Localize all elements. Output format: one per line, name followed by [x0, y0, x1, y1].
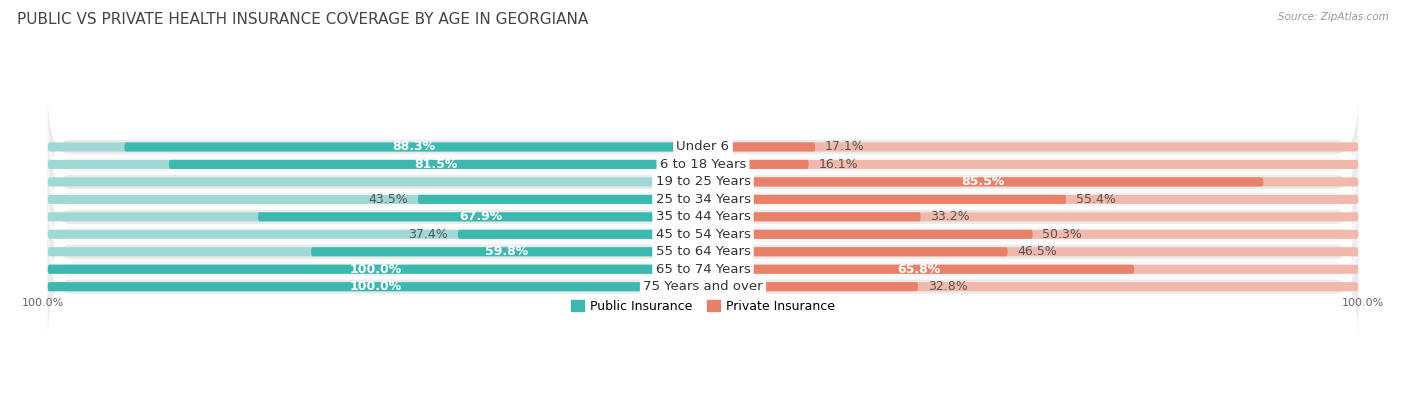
FancyBboxPatch shape — [124, 142, 703, 152]
Text: 55.4%: 55.4% — [1076, 193, 1116, 206]
Text: 100.0%: 100.0% — [349, 280, 402, 293]
FancyBboxPatch shape — [703, 160, 1358, 169]
FancyBboxPatch shape — [703, 265, 1358, 274]
Text: 37.4%: 37.4% — [408, 228, 449, 241]
Text: 33.2%: 33.2% — [931, 210, 970, 223]
FancyBboxPatch shape — [259, 212, 703, 221]
Text: 100.0%: 100.0% — [21, 298, 63, 308]
FancyBboxPatch shape — [703, 177, 1263, 186]
Text: 59.8%: 59.8% — [485, 245, 529, 258]
FancyBboxPatch shape — [703, 265, 1135, 274]
Text: 85.5%: 85.5% — [962, 176, 1005, 188]
FancyBboxPatch shape — [48, 163, 1358, 271]
Text: 32.8%: 32.8% — [928, 280, 967, 293]
FancyBboxPatch shape — [703, 212, 1358, 221]
Text: 6 to 18 Years: 6 to 18 Years — [659, 158, 747, 171]
Legend: Public Insurance, Private Insurance: Public Insurance, Private Insurance — [567, 295, 839, 318]
Text: 81.5%: 81.5% — [415, 158, 458, 171]
FancyBboxPatch shape — [703, 230, 1358, 239]
Text: 35 to 44 Years: 35 to 44 Years — [655, 210, 751, 223]
FancyBboxPatch shape — [48, 230, 703, 239]
Text: 46.5%: 46.5% — [1018, 245, 1057, 258]
FancyBboxPatch shape — [48, 145, 1358, 253]
FancyBboxPatch shape — [48, 265, 703, 274]
FancyBboxPatch shape — [703, 195, 1358, 204]
FancyBboxPatch shape — [48, 177, 703, 186]
FancyBboxPatch shape — [458, 230, 703, 239]
Text: 25 to 34 Years: 25 to 34 Years — [655, 193, 751, 206]
Text: 43.5%: 43.5% — [368, 193, 408, 206]
FancyBboxPatch shape — [48, 212, 703, 221]
FancyBboxPatch shape — [418, 195, 703, 204]
Text: 50.3%: 50.3% — [1042, 228, 1083, 241]
FancyBboxPatch shape — [703, 195, 1066, 204]
FancyBboxPatch shape — [48, 160, 703, 169]
FancyBboxPatch shape — [48, 198, 1358, 306]
FancyBboxPatch shape — [703, 142, 815, 152]
FancyBboxPatch shape — [703, 177, 1358, 186]
Text: 16.1%: 16.1% — [818, 158, 858, 171]
FancyBboxPatch shape — [703, 247, 1358, 256]
FancyBboxPatch shape — [703, 142, 1358, 152]
FancyBboxPatch shape — [703, 282, 1358, 291]
Text: 65.8%: 65.8% — [897, 263, 941, 276]
FancyBboxPatch shape — [169, 160, 703, 169]
FancyBboxPatch shape — [48, 180, 1358, 288]
Text: 0.0%: 0.0% — [658, 176, 690, 188]
FancyBboxPatch shape — [48, 282, 703, 291]
Text: 67.9%: 67.9% — [458, 210, 502, 223]
Text: Source: ZipAtlas.com: Source: ZipAtlas.com — [1278, 12, 1389, 22]
FancyBboxPatch shape — [48, 282, 703, 291]
FancyBboxPatch shape — [48, 128, 1358, 236]
FancyBboxPatch shape — [703, 247, 1008, 256]
FancyBboxPatch shape — [703, 160, 808, 169]
Text: Under 6: Under 6 — [676, 140, 730, 154]
Text: PUBLIC VS PRIVATE HEALTH INSURANCE COVERAGE BY AGE IN GEORGIANA: PUBLIC VS PRIVATE HEALTH INSURANCE COVER… — [17, 12, 588, 27]
Text: 55 to 64 Years: 55 to 64 Years — [655, 245, 751, 258]
Text: 100.0%: 100.0% — [1343, 298, 1385, 308]
FancyBboxPatch shape — [48, 93, 1358, 201]
FancyBboxPatch shape — [703, 230, 1032, 239]
Text: 65 to 74 Years: 65 to 74 Years — [655, 263, 751, 276]
Text: 88.3%: 88.3% — [392, 140, 436, 154]
FancyBboxPatch shape — [48, 265, 703, 274]
FancyBboxPatch shape — [311, 247, 703, 256]
Text: 19 to 25 Years: 19 to 25 Years — [655, 176, 751, 188]
Text: 17.1%: 17.1% — [825, 140, 865, 154]
FancyBboxPatch shape — [48, 195, 703, 204]
FancyBboxPatch shape — [48, 142, 703, 152]
FancyBboxPatch shape — [48, 215, 1358, 323]
FancyBboxPatch shape — [48, 233, 1358, 341]
Text: 100.0%: 100.0% — [349, 263, 402, 276]
FancyBboxPatch shape — [48, 247, 703, 256]
FancyBboxPatch shape — [703, 282, 918, 291]
Text: 45 to 54 Years: 45 to 54 Years — [655, 228, 751, 241]
FancyBboxPatch shape — [48, 110, 1358, 218]
Text: 75 Years and over: 75 Years and over — [643, 280, 763, 293]
FancyBboxPatch shape — [703, 212, 921, 221]
